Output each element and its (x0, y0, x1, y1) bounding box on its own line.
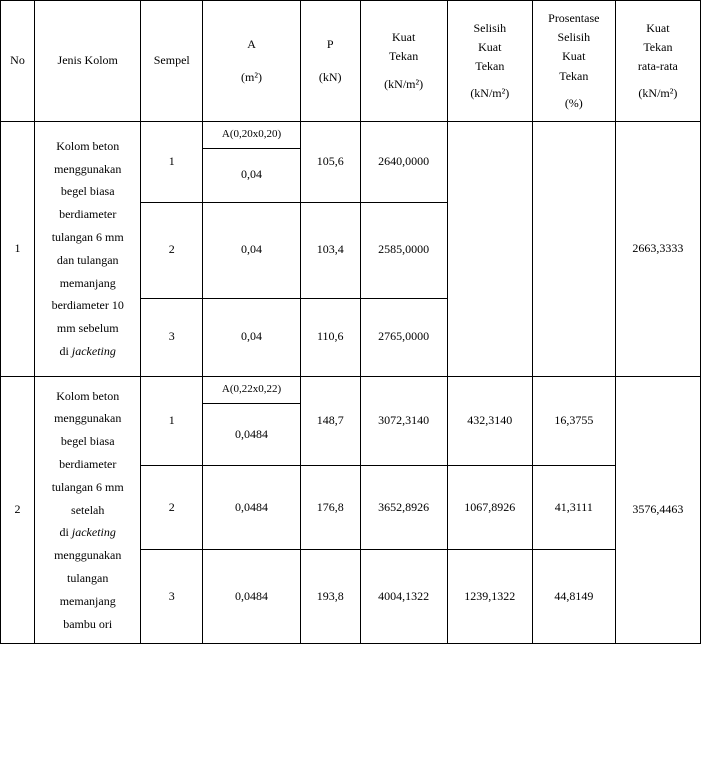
cell-kt: 3072,3140 (360, 376, 447, 466)
header-pskt-l1: Prosentase (535, 9, 613, 28)
cell-kt: 2640,0000 (360, 121, 447, 202)
header-no: No (1, 1, 35, 122)
cell-skt: 1239,1322 (447, 550, 532, 644)
table-header-row: No Jenis Kolom Sempel A (m²) P (kN) Kuat… (1, 1, 701, 122)
cell-sempel: 2 (141, 466, 203, 550)
jenis-line: di jacketing (60, 525, 116, 539)
jenis-line: berdiameter (59, 457, 116, 471)
jenis-line: begel biasa (61, 434, 115, 448)
cell-sempel: 1 (141, 376, 203, 466)
cell-p: 193,8 (300, 550, 360, 644)
header-skt-l1: Selisih (450, 19, 530, 38)
header-skt-l3: Tekan (450, 57, 530, 76)
header-pskt-l2: Selisih (535, 28, 613, 47)
header-kt: Kuat Tekan (kN/m²) (360, 1, 447, 122)
header-ktr-l1: Kuat (618, 19, 698, 38)
cell-pskt: 41,3111 (532, 466, 615, 550)
cell-p: 176,8 (300, 466, 360, 550)
data-table: No Jenis Kolom Sempel A (m²) P (kN) Kuat… (0, 0, 701, 644)
cell-p: 110,6 (300, 298, 360, 376)
header-skt-l2: Kuat (450, 38, 530, 57)
cell-no: 2 (1, 376, 35, 644)
cell-kt: 2585,0000 (360, 202, 447, 298)
jenis-line: bambu ori (63, 617, 112, 631)
header-a-unit: (m²) (205, 68, 298, 87)
cell-a: 0,04 (203, 202, 301, 298)
table-row: 1 Kolom beton menggunakan begel biasa be… (1, 121, 701, 148)
cell-ktr: 3576,4463 (615, 376, 700, 644)
header-kt-l1: Kuat (363, 28, 445, 47)
cell-pskt-empty (532, 121, 615, 376)
cell-kt: 2765,0000 (360, 298, 447, 376)
header-a: A (m²) (203, 1, 301, 122)
cell-jenis: Kolom beton menggunakan begel biasa berd… (35, 121, 141, 376)
header-sempel: Sempel (141, 1, 203, 122)
header-a-label: A (205, 35, 298, 54)
header-skt: Selisih Kuat Tekan (kN/m²) (447, 1, 532, 122)
cell-sempel: 3 (141, 298, 203, 376)
jenis-line: setelah (71, 503, 104, 517)
cell-skt: 1067,8926 (447, 466, 532, 550)
cell-a: 0,04 (203, 298, 301, 376)
header-ktr: Kuat Tekan rata-rata (kN/m²) (615, 1, 700, 122)
jenis-line: menggunakan (54, 548, 121, 562)
jenis-line: Kolom beton (56, 389, 119, 403)
header-ktr-l3: rata-rata (618, 57, 698, 76)
header-pskt: Prosentase Selisih Kuat Tekan (%) (532, 1, 615, 122)
jenis-line: menggunakan (54, 411, 121, 425)
cell-a-header: A(0,20x0,20) (203, 121, 301, 148)
cell-p: 148,7 (300, 376, 360, 466)
cell-a-header: A(0,22x0,22) (203, 376, 301, 404)
header-ktr-unit: (kN/m²) (618, 84, 698, 103)
cell-a: 0,0484 (203, 404, 301, 466)
jenis-line: begel biasa (61, 184, 115, 198)
header-p-unit: (kN) (303, 68, 358, 87)
cell-a: 0,04 (203, 148, 301, 202)
jenis-line: memanjang (60, 594, 116, 608)
cell-a: 0,0484 (203, 550, 301, 644)
header-pskt-l4: Tekan (535, 67, 613, 86)
header-p-label: P (303, 35, 358, 54)
cell-sempel: 2 (141, 202, 203, 298)
header-ktr-l2: Tekan (618, 38, 698, 57)
jenis-line: mm sebelum (57, 321, 119, 335)
cell-sempel: 3 (141, 550, 203, 644)
jenis-line: tulangan 6 mm (52, 230, 124, 244)
jenis-line: berdiameter (59, 207, 116, 221)
header-pskt-unit: (%) (535, 94, 613, 113)
header-kt-l2: Tekan (363, 47, 445, 66)
jenis-line: di jacketing (60, 344, 116, 358)
cell-ktr: 2663,3333 (615, 121, 700, 376)
cell-pskt: 44,8149 (532, 550, 615, 644)
jenis-line: menggunakan (54, 162, 121, 176)
cell-kt: 4004,1322 (360, 550, 447, 644)
header-kt-unit: (kN/m²) (363, 75, 445, 94)
jenis-line: Kolom beton (56, 139, 119, 153)
header-jenis: Jenis Kolom (35, 1, 141, 122)
jenis-line: memanjang (60, 276, 116, 290)
cell-p: 103,4 (300, 202, 360, 298)
header-pskt-l3: Kuat (535, 47, 613, 66)
header-skt-unit: (kN/m²) (450, 84, 530, 103)
jenis-line: tulangan 6 mm (52, 480, 124, 494)
cell-jenis: Kolom beton menggunakan begel biasa berd… (35, 376, 141, 644)
table-row: 2 Kolom beton menggunakan begel biasa be… (1, 376, 701, 404)
jenis-line: berdiameter 10 (52, 298, 124, 312)
cell-no: 1 (1, 121, 35, 376)
jenis-line: tulangan (67, 571, 108, 585)
cell-pskt: 16,3755 (532, 376, 615, 466)
cell-p: 105,6 (300, 121, 360, 202)
cell-skt: 432,3140 (447, 376, 532, 466)
cell-skt-empty (447, 121, 532, 376)
cell-kt: 3652,8926 (360, 466, 447, 550)
cell-a: 0,0484 (203, 466, 301, 550)
cell-sempel: 1 (141, 121, 203, 202)
jenis-line: dan tulangan (57, 253, 119, 267)
header-p: P (kN) (300, 1, 360, 122)
